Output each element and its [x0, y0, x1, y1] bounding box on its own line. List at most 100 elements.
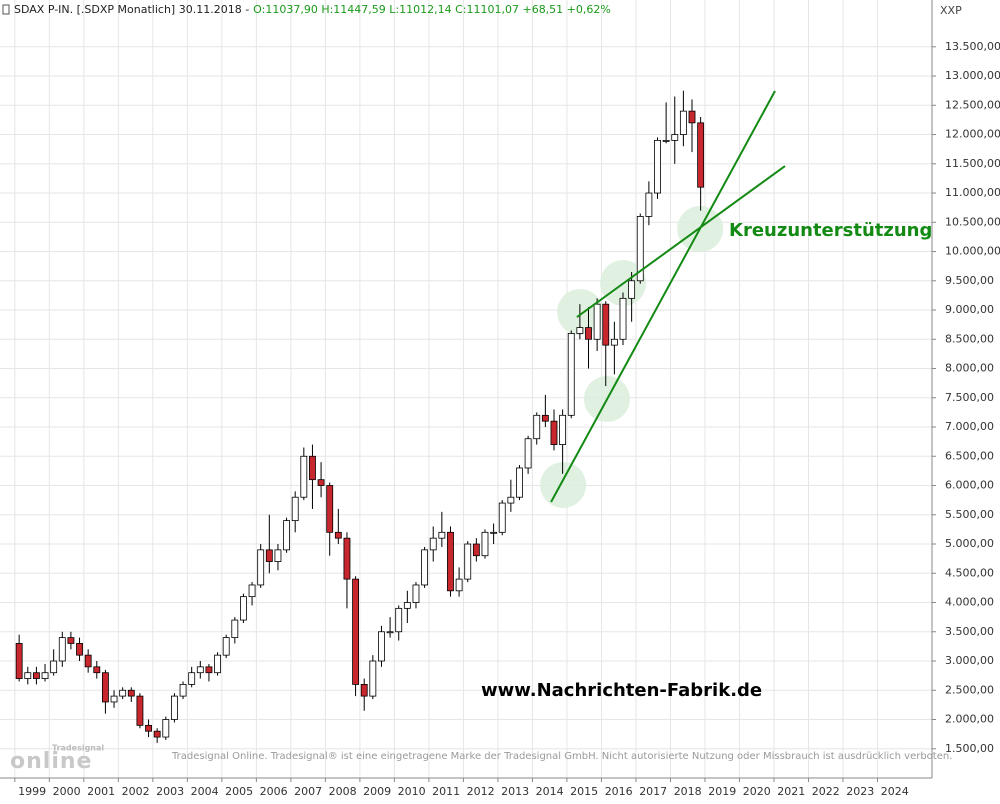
y-tick-label: 4.000,00	[945, 596, 994, 609]
candle-body	[447, 531, 454, 592]
x-tick-label: 2012	[467, 785, 495, 798]
candle-body	[32, 672, 40, 679]
candle-body	[127, 689, 135, 697]
logo-small: Tradesignal	[52, 744, 104, 753]
x-tick-label: 2003	[156, 785, 184, 798]
candle-body	[153, 730, 161, 738]
candle-body	[84, 654, 92, 668]
x-tick-label: 2019	[708, 785, 736, 798]
candle-body	[300, 455, 308, 498]
candle-body	[662, 139, 670, 142]
trendline-layer	[550, 90, 786, 503]
candle-body	[697, 122, 705, 188]
x-axis-panel	[0, 778, 1000, 800]
y-axis-label: XXP	[940, 4, 962, 17]
candle-body	[110, 695, 118, 703]
y-tick-label: 6.500,00	[945, 449, 994, 462]
candle-body	[550, 420, 558, 445]
y-tick-label: 2.500,00	[945, 683, 994, 696]
candle-body	[309, 455, 316, 481]
y-tick-label: 1.500,00	[945, 742, 994, 755]
y-tick-label: 10.000,00	[945, 245, 1000, 258]
x-tick-label: 2005	[225, 785, 253, 798]
disclaimer: Tradesignal Online. Tradesignal® ist ein…	[171, 751, 952, 762]
candle-body	[610, 338, 618, 346]
chart-subtitle: O:11037,90 H:11447,59 L:11012,14 C:11101…	[253, 3, 611, 16]
y-tick-label: 7.000,00	[945, 420, 994, 433]
candle-body	[438, 531, 446, 539]
y-axis-panel	[932, 0, 1000, 800]
candle-body	[507, 496, 515, 504]
annotation: Kreuzunterstützung	[729, 220, 932, 241]
candle-body	[369, 660, 377, 697]
x-tick-label: 2020	[743, 785, 771, 798]
y-tick-label: 13.000,00	[945, 69, 1000, 82]
candle-body	[576, 327, 584, 334]
candle-body	[274, 549, 282, 562]
y-tick-label: 9.500,00	[945, 274, 994, 287]
x-tick-label: 2024	[881, 785, 909, 798]
candle-body	[205, 666, 213, 674]
candle-body	[628, 280, 636, 299]
candle-body	[490, 531, 498, 534]
x-tick-label: 2018	[674, 785, 702, 798]
x-tick-label: 2017	[639, 785, 667, 798]
candle-body	[455, 578, 463, 592]
y-tick-label: 3.000,00	[945, 654, 994, 667]
candle-body	[585, 327, 592, 340]
candle-body	[222, 637, 230, 656]
candle-body	[41, 672, 49, 679]
candle-body	[76, 643, 83, 656]
y-tick-label: 5.000,00	[945, 537, 994, 550]
candle-body	[15, 643, 23, 679]
candle-body	[360, 684, 368, 697]
candle-body	[386, 631, 394, 634]
y-tick-label: 11.500,00	[945, 157, 1000, 170]
y-tick-label: 8.000,00	[945, 362, 994, 375]
candle-body	[593, 303, 601, 340]
x-tick-label: 2022	[812, 785, 840, 798]
candle-body	[162, 719, 170, 738]
grid-layer	[0, 0, 932, 778]
candle-body	[567, 333, 575, 416]
candle-body	[317, 479, 325, 486]
candle-body	[119, 689, 127, 697]
candle-body	[93, 666, 101, 674]
candle-body	[326, 485, 334, 533]
candle-body	[343, 537, 351, 580]
candle-body	[231, 619, 239, 639]
candle-body	[671, 134, 679, 141]
x-tick-label: 2000	[53, 785, 81, 798]
candle-body	[429, 537, 437, 551]
trendline	[550, 90, 776, 503]
y-tick-label: 6.000,00	[945, 479, 994, 492]
candle-body	[421, 549, 429, 586]
y-tick-label: 2.000,00	[945, 713, 994, 726]
candle-body	[334, 531, 342, 539]
candle-body	[67, 637, 75, 644]
candle-body	[602, 303, 610, 346]
candle-body	[58, 637, 66, 662]
highlight-circle	[540, 461, 587, 508]
axis-layer: 1.500,00 2.000,00 2.500,00 3.000,00 3.500,00…	[14, 40, 1000, 798]
candle-body	[214, 654, 221, 674]
x-tick-label: 2009	[363, 785, 391, 798]
candle-body	[472, 543, 480, 557]
x-tick-label: 2008	[329, 785, 357, 798]
x-tick-label: 2016	[605, 785, 633, 798]
candle-body	[291, 496, 299, 522]
y-tick-label: 3.500,00	[945, 625, 994, 638]
candle-body	[196, 666, 204, 674]
x-tick-label: 2002	[122, 785, 150, 798]
x-tick-label: 2004	[191, 785, 219, 798]
header-icon	[2, 4, 10, 15]
website: www.Nachrichten-Fabrik.de	[481, 680, 762, 701]
candle-body	[145, 724, 152, 732]
candle-body	[378, 631, 385, 662]
candle-body	[248, 584, 256, 598]
candle-body	[516, 467, 523, 498]
y-tick-label: 5.500,00	[945, 508, 994, 521]
